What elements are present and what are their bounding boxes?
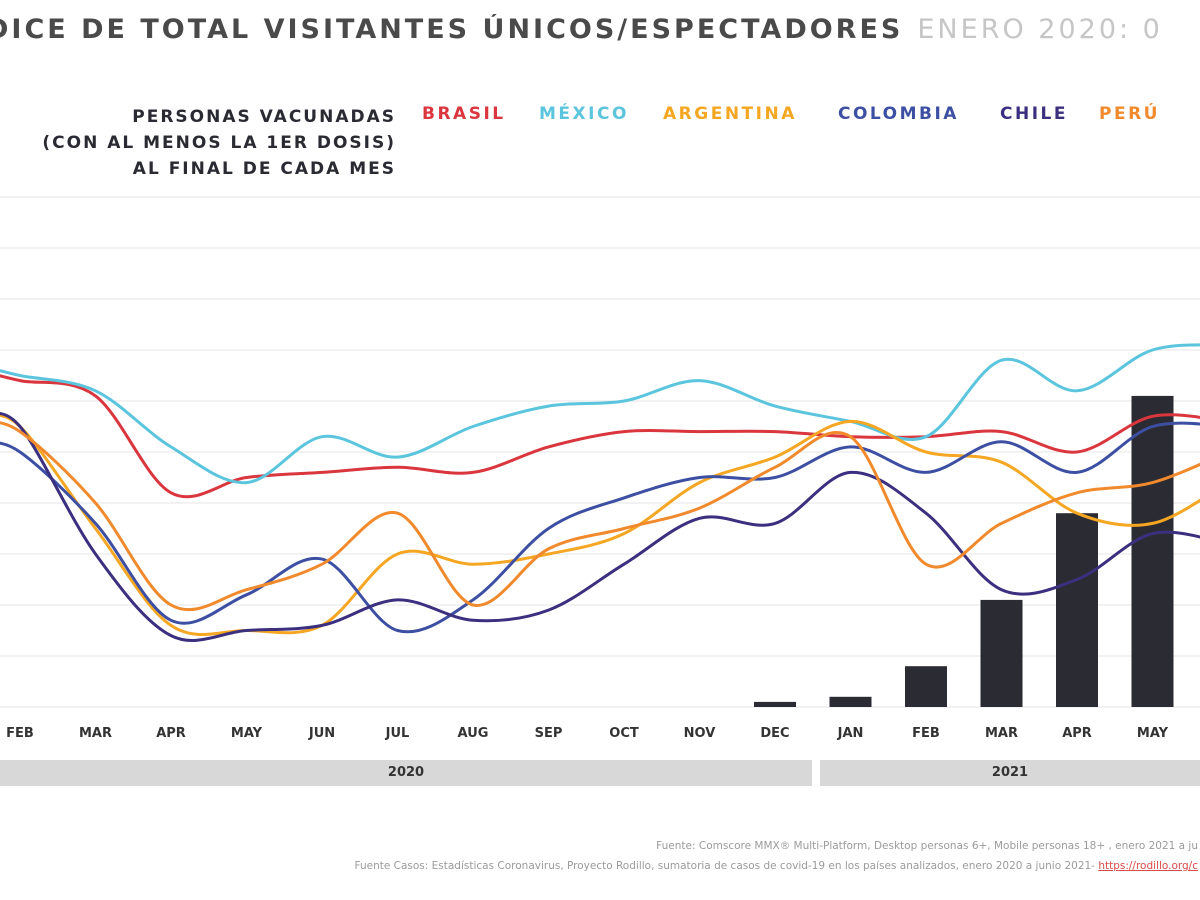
- x-tick-label: JAN: [837, 726, 864, 741]
- x-tick-label: MAR: [79, 726, 112, 741]
- vaccination-bar: [1056, 513, 1098, 707]
- series-line-colombia: [0, 421, 1200, 634]
- legend-caption: PERSONAS VACUNADAS (CON AL MENOS LA 1ER …: [0, 104, 396, 182]
- series-line-peru: [0, 421, 1200, 612]
- title-period: ENERO 2020: 0: [917, 14, 1163, 45]
- legend-item-brasil: BRASIL: [422, 104, 506, 124]
- series-line-argentina: [0, 413, 1200, 637]
- year-band-2020: 2020: [0, 760, 812, 786]
- source-notes: Fuente: Comscore MMX® Multi-Platform, De…: [0, 836, 1198, 876]
- x-tick-label: JUL: [385, 726, 410, 741]
- x-tick-label: NOV: [684, 726, 716, 741]
- x-tick-label: DEC: [760, 726, 789, 741]
- vaccination-bar: [829, 696, 872, 707]
- source-line-1: Fuente: Comscore MMX® Multi-Platform, De…: [656, 840, 1198, 852]
- x-tick-label: FEB: [912, 726, 940, 741]
- legend-caption-line: AL FINAL DE CADA MES: [132, 159, 396, 179]
- series-line-brasil: [0, 374, 1200, 499]
- vaccination-bar: [905, 666, 947, 707]
- legend-item-colombia: COLOMBIA: [838, 104, 959, 124]
- x-tick-label: MAR: [985, 726, 1018, 741]
- x-tick-label: SEP: [535, 726, 563, 741]
- legend-caption-line: (CON AL MENOS LA 1ER DOSIS): [42, 133, 396, 153]
- x-tick-label: FEB: [6, 726, 34, 741]
- x-tick-label: AUG: [458, 726, 489, 741]
- year-band-2021: 2021: [820, 760, 1200, 786]
- legend-item-chile: CHILE: [1000, 104, 1068, 124]
- x-tick-label: JUN: [308, 726, 335, 741]
- vaccination-bar: [980, 599, 1023, 707]
- legend-item-peru: PERÚ: [1099, 104, 1160, 124]
- legend-item-mexico: MÉXICO: [539, 104, 629, 124]
- vaccination-bar: [1131, 395, 1174, 707]
- series-line-chile: [0, 412, 1200, 642]
- source-line-2: Fuente Casos: Estadísticas Coronavirus, …: [0, 856, 1198, 876]
- x-tick-label: MAY: [1137, 726, 1169, 741]
- x-tick-label: OCT: [609, 726, 639, 741]
- series-line-mexico: [0, 343, 1200, 485]
- chart-title: DICE DE TOTAL VISITANTES ÚNICOS/ESPECTAD…: [0, 14, 1200, 45]
- title-main: DICE DE TOTAL VISITANTES ÚNICOS/ESPECTAD…: [0, 14, 904, 45]
- chart-plot-area: FEB MAR APR MAY JUN JUL AUG SEP OCT NOV DEC JAN FEB M…: [0, 196, 1200, 741]
- x-tick-label: APR: [1062, 726, 1092, 741]
- x-tick-label: APR: [156, 726, 186, 741]
- source-line-2-text: Fuente Casos: Estadísticas Coronavirus, …: [354, 860, 1095, 872]
- legend-item-argentina: ARGENTINA: [663, 104, 797, 124]
- x-tick-label: MAY: [231, 726, 263, 741]
- vaccination-bar: [754, 701, 796, 707]
- source-link[interactable]: https://rodillo.org/c: [1098, 860, 1198, 872]
- legend-caption-line: PERSONAS VACUNADAS: [132, 107, 396, 127]
